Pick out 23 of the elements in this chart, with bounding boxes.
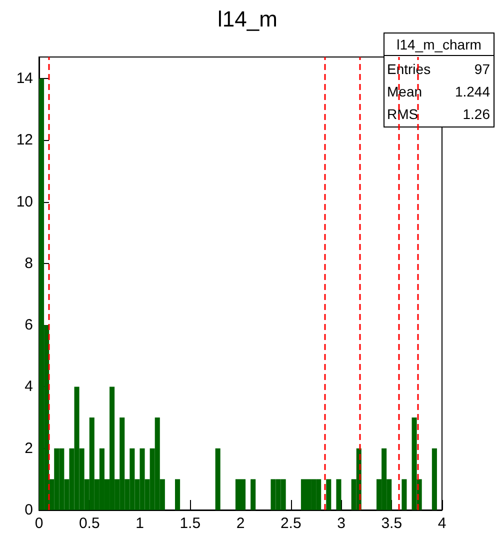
text: 1.26 [462, 106, 490, 122]
y-tick-label: 0 [24, 502, 33, 518]
chart-title: l14_m [218, 6, 278, 32]
y-tick-label: 4 [24, 378, 33, 396]
annotation: Mean [387, 83, 422, 100]
text: 1.244 [454, 83, 490, 100]
x-tick-label: 3.5 [381, 515, 402, 532]
y-tick-label: 10 [16, 193, 33, 210]
text: l14_m_charm [396, 36, 482, 52]
x-tick-label: 2 [236, 515, 245, 532]
x-tick-label: 4 [438, 515, 446, 532]
y-tick-label: 12 [16, 132, 33, 149]
x-tick-label: 0.5 [78, 515, 100, 532]
y-tick-label: 8 [24, 254, 33, 272]
y-tick-label: 14 [16, 70, 33, 88]
annotation: Entries [387, 60, 431, 77]
y-tick-label: 2 [24, 440, 33, 457]
x-tick-label: 1 [136, 515, 144, 532]
x-tick-label: 2.5 [280, 515, 302, 532]
x-tick-label: 1.5 [180, 515, 201, 532]
y-tick-label: 6 [24, 316, 33, 334]
x-tick-label: 3 [337, 515, 346, 532]
text: 97 [474, 60, 490, 77]
